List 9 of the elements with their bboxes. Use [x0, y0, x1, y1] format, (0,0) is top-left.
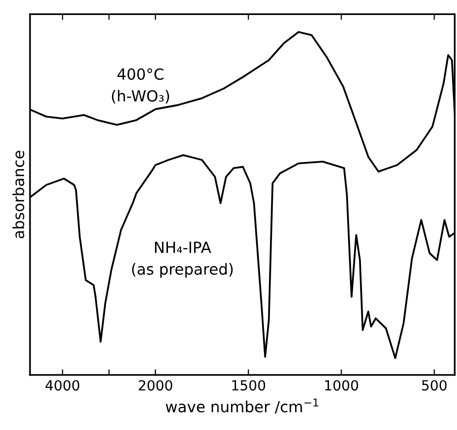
x-axis-title: wave number /cm$^{−1}$ — [166, 398, 318, 414]
x-tick-label: 1000 — [325, 380, 358, 391]
x-tick-label: 2000 — [138, 380, 172, 391]
y-axis-title: absorbance — [12, 150, 24, 238]
series-label: 400°C (h-WO₃) — [112, 68, 170, 104]
x-tick-label: 500 — [422, 380, 447, 391]
x-tick-label: 4000 — [46, 380, 80, 391]
x-tick-label: 1500 — [232, 380, 266, 391]
series-label: NH₄-IPA (as prepared) — [132, 242, 233, 278]
